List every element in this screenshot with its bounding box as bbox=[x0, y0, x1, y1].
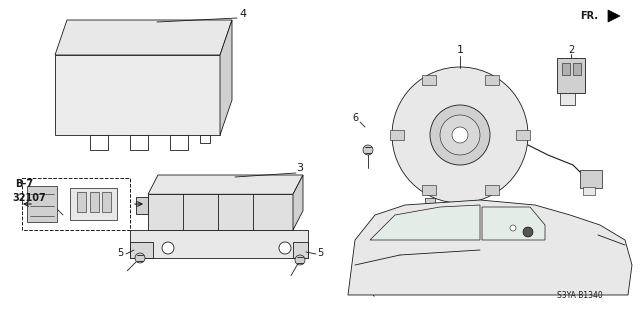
Text: 32107: 32107 bbox=[12, 193, 45, 203]
Bar bbox=[422, 185, 435, 195]
Polygon shape bbox=[27, 186, 57, 222]
Bar bbox=[562, 63, 570, 75]
Bar bbox=[390, 130, 404, 140]
Bar bbox=[102, 192, 111, 212]
Polygon shape bbox=[370, 205, 480, 240]
Polygon shape bbox=[200, 135, 210, 143]
Polygon shape bbox=[293, 175, 303, 230]
Text: 5: 5 bbox=[117, 248, 123, 258]
Circle shape bbox=[135, 253, 145, 263]
Text: 1: 1 bbox=[456, 45, 463, 55]
Polygon shape bbox=[136, 197, 148, 213]
Polygon shape bbox=[608, 10, 620, 22]
Polygon shape bbox=[220, 20, 232, 135]
Polygon shape bbox=[425, 198, 435, 223]
Bar bbox=[573, 63, 581, 75]
Polygon shape bbox=[170, 135, 188, 150]
Polygon shape bbox=[348, 200, 632, 295]
Polygon shape bbox=[130, 230, 308, 258]
Bar bbox=[90, 192, 99, 212]
Polygon shape bbox=[130, 135, 148, 150]
Polygon shape bbox=[90, 135, 108, 150]
Circle shape bbox=[279, 242, 291, 254]
Circle shape bbox=[162, 242, 174, 254]
Circle shape bbox=[510, 225, 516, 231]
Circle shape bbox=[430, 105, 490, 165]
Text: 4: 4 bbox=[239, 9, 246, 19]
Circle shape bbox=[392, 67, 528, 203]
Circle shape bbox=[363, 145, 373, 155]
Text: 2: 2 bbox=[568, 45, 574, 55]
Polygon shape bbox=[415, 221, 445, 235]
Bar bbox=[22, 178, 130, 230]
Polygon shape bbox=[55, 207, 63, 215]
Text: 3: 3 bbox=[296, 163, 303, 173]
Bar bbox=[422, 76, 435, 85]
Text: B-7: B-7 bbox=[15, 179, 33, 189]
Polygon shape bbox=[482, 207, 545, 240]
Circle shape bbox=[523, 227, 533, 237]
Bar bbox=[580, 170, 602, 188]
Text: S3YA B1340: S3YA B1340 bbox=[557, 291, 603, 300]
Bar bbox=[484, 185, 499, 195]
Bar bbox=[560, 93, 575, 105]
Polygon shape bbox=[55, 55, 220, 135]
Polygon shape bbox=[293, 242, 308, 258]
Polygon shape bbox=[70, 188, 117, 220]
Bar bbox=[516, 130, 530, 140]
Text: 5: 5 bbox=[317, 248, 323, 258]
Circle shape bbox=[295, 255, 305, 265]
Polygon shape bbox=[55, 20, 232, 55]
Polygon shape bbox=[130, 242, 153, 258]
Polygon shape bbox=[148, 175, 303, 194]
Polygon shape bbox=[148, 194, 293, 230]
Circle shape bbox=[452, 127, 468, 143]
Bar bbox=[484, 76, 499, 85]
Circle shape bbox=[440, 115, 480, 155]
Bar bbox=[583, 187, 595, 195]
Text: 6: 6 bbox=[352, 113, 358, 123]
Text: FR.: FR. bbox=[580, 11, 598, 21]
Bar bbox=[557, 58, 585, 93]
Bar bbox=[77, 192, 86, 212]
